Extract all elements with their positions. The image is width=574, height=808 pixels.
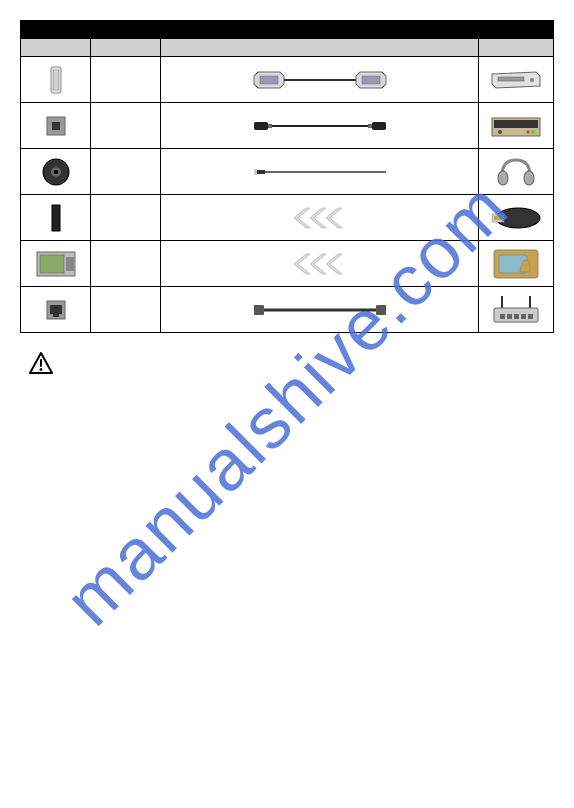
- warning-triangle-icon: [28, 351, 554, 380]
- optical-cable-icon: [161, 103, 479, 149]
- cell-type: [91, 195, 161, 241]
- dvd-player-icon: [479, 57, 554, 103]
- col-header-cables: [161, 39, 479, 57]
- connections-table: [20, 38, 554, 333]
- chevrons-left-icon: [161, 195, 479, 241]
- col-header-device: [479, 39, 554, 57]
- cell-type: [91, 241, 161, 287]
- ci-slot-icon: [21, 241, 91, 287]
- table-row: [21, 195, 554, 241]
- aux-cable-icon: [161, 149, 479, 195]
- col-header-type: [91, 39, 161, 57]
- header-bar: [20, 20, 554, 38]
- cell-type: [91, 103, 161, 149]
- vga-cable-icon: [161, 57, 479, 103]
- chevrons-left-icon: [161, 241, 479, 287]
- table-row: [21, 103, 554, 149]
- cell-type: [91, 287, 161, 333]
- vga-port-icon: [21, 57, 91, 103]
- ethernet-port-icon: [21, 287, 91, 333]
- usb-slot-icon: [21, 195, 91, 241]
- table-header-row: [21, 39, 554, 57]
- amplifier-icon: [479, 103, 554, 149]
- optical-port-icon: [21, 103, 91, 149]
- cell-type: [91, 57, 161, 103]
- col-header-connector: [21, 39, 91, 57]
- table-row: [21, 287, 554, 333]
- headphones-icon: [479, 149, 554, 195]
- usb-drive-icon: [479, 195, 554, 241]
- ethernet-cable-icon: [161, 287, 479, 333]
- cell-type: [91, 149, 161, 195]
- table-row: [21, 241, 554, 287]
- cam-module-icon: [479, 241, 554, 287]
- page-content: [0, 0, 574, 400]
- headphone-jack-icon: [21, 149, 91, 195]
- table-row: [21, 57, 554, 103]
- router-icon: [479, 287, 554, 333]
- table-row: [21, 149, 554, 195]
